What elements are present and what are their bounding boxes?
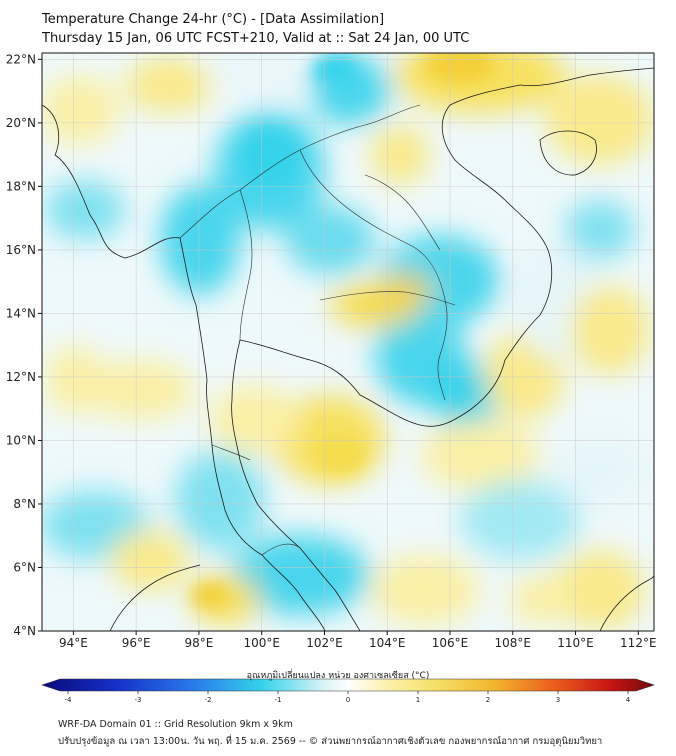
colorbar-title: อุณหภูมิเปลี่ยนแปลง หน่วย องศาเซลเซียส (… [246,671,430,681]
colorbar-bar [41,678,655,692]
country-borders [179,104,456,556]
lat-tick-label: 14°N [6,306,36,320]
colorbar-tick-label: 2 [486,696,490,704]
lon-tick-label: 104°E [369,636,406,650]
lat-tick-label: 18°N [6,179,36,193]
lat-tick-label: 10°N [6,433,36,447]
lat-tick-label: 4°N [13,624,36,638]
footer-update-info: ปรับปรุงข้อมูล ณ เวลา 13:00น. วัน พฤ. ที… [58,736,603,747]
colorbar-tick-label: -4 [65,696,73,704]
lon-tick-label: 108°E [495,636,532,650]
colorbar-tick-label: 0 [346,696,350,704]
colorbar: -4 -3 -2 -1 0 1 2 3 4 [41,678,655,704]
lon-tick-label: 112°E [620,636,657,650]
axis-ticks: 94°E 96°E 98°E 100°E 102°E 104°E 106°E 108°E 110… [6,52,657,650]
lat-tick-label: 22°N [6,52,36,66]
colorbar-tick-label: 1 [416,696,420,704]
lon-tick-label: 110°E [557,636,594,650]
colorbar-tick-label: 3 [556,696,560,704]
lon-tick-label: 98°E [184,636,213,650]
lon-tick-label: 96°E [122,636,151,650]
colorbar-ticks: -4 -3 -2 -1 0 1 2 3 4 [65,691,631,704]
lon-tick-label: 106°E [432,636,469,650]
lat-tick-label: 20°N [6,116,36,130]
lon-tick-label: 102°E [306,636,343,650]
lat-tick-label: 12°N [6,370,36,384]
footer-domain-info: WRF-DA Domain 01 :: Grid Resolution 9km … [58,719,293,730]
lat-tick-label: 6°N [13,560,36,574]
lat-tick-label: 8°N [13,497,36,511]
colorbar-tick-label: 4 [626,696,631,704]
map-title: Temperature Change 24-hr (°C) - [Data As… [42,12,385,27]
lon-tick-label: 94°E [59,636,88,650]
lat-tick-label: 16°N [6,243,36,257]
colorbar-tick-label: -3 [135,696,142,704]
colorbar-tick-label: -2 [205,696,212,704]
colorbar-tick-label: -1 [275,696,282,704]
lon-tick-label: 100°E [243,636,280,650]
plot-frame [41,52,655,632]
graticule [42,53,654,631]
map-subtitle: Thursday 15 Jan, 06 UTC FCST+210, Valid … [42,31,470,46]
